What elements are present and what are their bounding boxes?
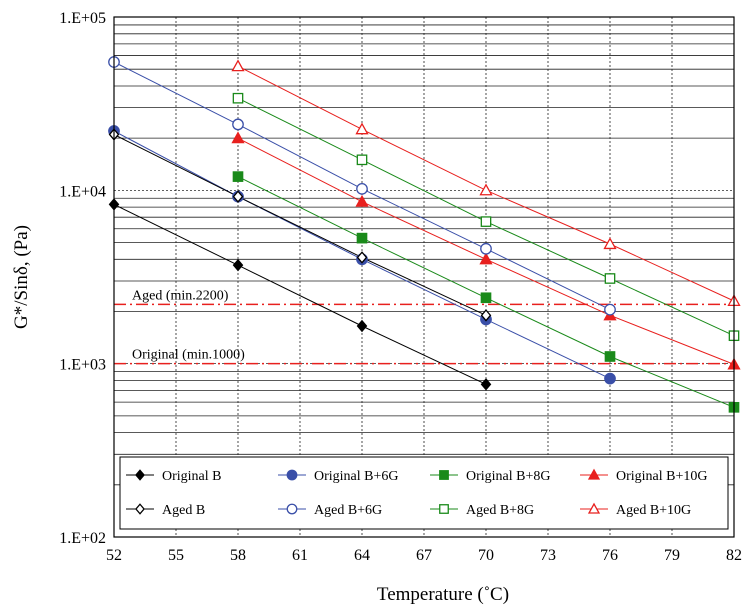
marker-diamond (232, 258, 244, 272)
marker-diamond (480, 309, 492, 322)
x-tick-label: 64 (354, 547, 370, 564)
marker-diamond (480, 378, 492, 391)
marker-circle (356, 182, 368, 195)
marker-square (232, 171, 244, 182)
x-tick-label: 76 (602, 547, 618, 564)
reference-line-label: Original (min.1000) (132, 348, 245, 363)
y-tick-label: 1.E+02 (59, 530, 106, 547)
marker-square (604, 273, 616, 284)
legend-label: Original B (162, 469, 222, 484)
series-line (113, 203, 487, 385)
marker-triangle (355, 194, 369, 207)
marker-square (232, 92, 244, 104)
marker-triangle (603, 237, 617, 250)
marker-diamond (135, 469, 145, 481)
marker-diamond (135, 503, 145, 515)
reference-line-label: Aged (min.2200) (132, 288, 229, 303)
x-tick-label: 67 (416, 547, 432, 564)
marker-circle (480, 242, 492, 255)
marker-triangle (587, 502, 601, 514)
y-tick-label: 1.E+04 (59, 183, 106, 200)
marker-triangle (231, 131, 245, 144)
x-tick-label: 70 (478, 547, 494, 564)
x-tick-label: 52 (106, 547, 122, 564)
marker-square (356, 232, 368, 244)
y-axis-title: G*/Sinδ, (Pa) (11, 225, 32, 329)
marker-circle (286, 469, 298, 481)
marker-diamond (356, 251, 368, 264)
x-tick-label: 73 (540, 547, 556, 564)
x-tick-label: 61 (292, 547, 308, 564)
legend-label: Original B+6G (314, 469, 399, 484)
axis-ticks: 52 55 58 61 64 67 70 73 76 79 82 1.E+02 1.E+03 1.E+04… (59, 10, 742, 564)
marker-circle (604, 372, 616, 385)
marker-triangle (479, 252, 493, 265)
x-tick-label: 82 (726, 547, 742, 564)
marker-square (604, 351, 616, 362)
marker-diamond (356, 319, 368, 333)
legend-label: Aged B+10G (616, 503, 691, 518)
y-tick-label: 1.E+03 (59, 357, 106, 374)
reference-lines: Aged (min.2200) Original (min.1000) (114, 288, 734, 365)
x-tick-label: 58 (230, 547, 246, 564)
marker-square (356, 154, 368, 166)
marker-triangle (231, 59, 245, 72)
marker-triangle (355, 122, 369, 135)
marker-square (480, 292, 492, 304)
marker-diamond (232, 190, 244, 203)
marker-triangle (587, 468, 601, 480)
legend-label: Aged B (162, 503, 205, 518)
legend-box (119, 456, 729, 530)
marker-circle (286, 503, 298, 515)
marker-square (439, 504, 449, 514)
marker-square (439, 470, 449, 480)
marker-circle (604, 303, 616, 316)
x-axis-title: Temperature (˚C) (377, 584, 509, 605)
x-tick-label: 79 (664, 547, 680, 564)
marker-triangle (479, 183, 493, 196)
plot-frame (113, 16, 735, 538)
x-tick-label: 55 (168, 547, 184, 564)
legend-label: Original B+8G (466, 469, 551, 484)
legend-label: Original B+10G (616, 469, 708, 484)
marker-square (480, 216, 492, 227)
legend-label: Aged B+6G (314, 503, 382, 518)
legend: Original B Original B+6G Original B+8G Orig… (119, 456, 729, 530)
y-tick-label: 1.E+05 (59, 10, 106, 27)
legend-label: Aged B+8G (466, 503, 534, 518)
marker-circle (232, 118, 244, 131)
series-line (113, 134, 487, 316)
